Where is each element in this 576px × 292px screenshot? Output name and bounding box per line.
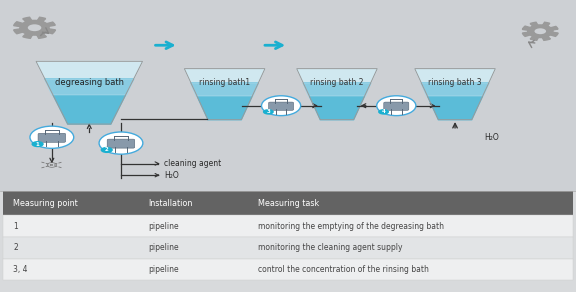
- Polygon shape: [522, 22, 558, 40]
- Circle shape: [377, 96, 416, 116]
- Polygon shape: [184, 69, 265, 120]
- Circle shape: [30, 126, 74, 148]
- Bar: [3, 259, 573, 280]
- Circle shape: [262, 96, 301, 116]
- Bar: [3, 215, 573, 237]
- Text: rinsing bath 2: rinsing bath 2: [310, 78, 363, 87]
- Text: pipeline: pipeline: [149, 222, 179, 231]
- Text: H₂O: H₂O: [484, 133, 499, 142]
- Circle shape: [378, 109, 389, 115]
- Polygon shape: [36, 61, 143, 124]
- Text: 2: 2: [105, 147, 109, 152]
- Polygon shape: [303, 83, 371, 120]
- Bar: [3, 237, 573, 259]
- Text: 3, 4: 3, 4: [13, 265, 28, 274]
- Circle shape: [101, 147, 113, 153]
- Text: rinsing bath1: rinsing bath1: [199, 78, 250, 87]
- Text: 4: 4: [382, 110, 385, 114]
- Text: H₂O: H₂O: [164, 171, 179, 180]
- Circle shape: [263, 109, 274, 115]
- Polygon shape: [297, 69, 377, 120]
- Text: Measuring task: Measuring task: [258, 199, 319, 208]
- Polygon shape: [191, 83, 259, 96]
- Polygon shape: [421, 83, 489, 96]
- FancyBboxPatch shape: [107, 139, 135, 148]
- Text: 1: 1: [36, 142, 40, 147]
- Text: monitoring the cleaning agent supply: monitoring the cleaning agent supply: [258, 244, 403, 252]
- Text: 1: 1: [13, 222, 18, 231]
- Circle shape: [32, 141, 44, 147]
- Text: 3: 3: [267, 110, 270, 114]
- Text: cleaning agent: cleaning agent: [164, 159, 221, 168]
- Text: monitoring the emptying of the degreasing bath: monitoring the emptying of the degreasin…: [258, 222, 444, 231]
- Bar: [0, 191, 576, 292]
- Circle shape: [535, 28, 546, 34]
- Text: pipeline: pipeline: [149, 265, 179, 274]
- Polygon shape: [415, 69, 495, 120]
- FancyBboxPatch shape: [384, 102, 409, 110]
- Text: Measuring point: Measuring point: [13, 199, 78, 208]
- Bar: [3, 191, 573, 217]
- Text: Installation: Installation: [149, 199, 193, 208]
- Polygon shape: [45, 79, 134, 124]
- Circle shape: [28, 24, 41, 31]
- Text: degreasing bath: degreasing bath: [55, 78, 124, 87]
- Text: control the concentration of the rinsing bath: control the concentration of the rinsing…: [258, 265, 429, 274]
- Text: pipeline: pipeline: [149, 244, 179, 252]
- Polygon shape: [191, 83, 259, 120]
- Polygon shape: [14, 17, 55, 38]
- FancyBboxPatch shape: [38, 133, 66, 142]
- Polygon shape: [45, 79, 134, 95]
- FancyBboxPatch shape: [268, 102, 294, 110]
- Polygon shape: [303, 83, 371, 96]
- Text: rinsing bath 3: rinsing bath 3: [428, 78, 482, 87]
- Text: 2: 2: [13, 244, 18, 252]
- Polygon shape: [421, 83, 489, 120]
- Circle shape: [99, 132, 143, 154]
